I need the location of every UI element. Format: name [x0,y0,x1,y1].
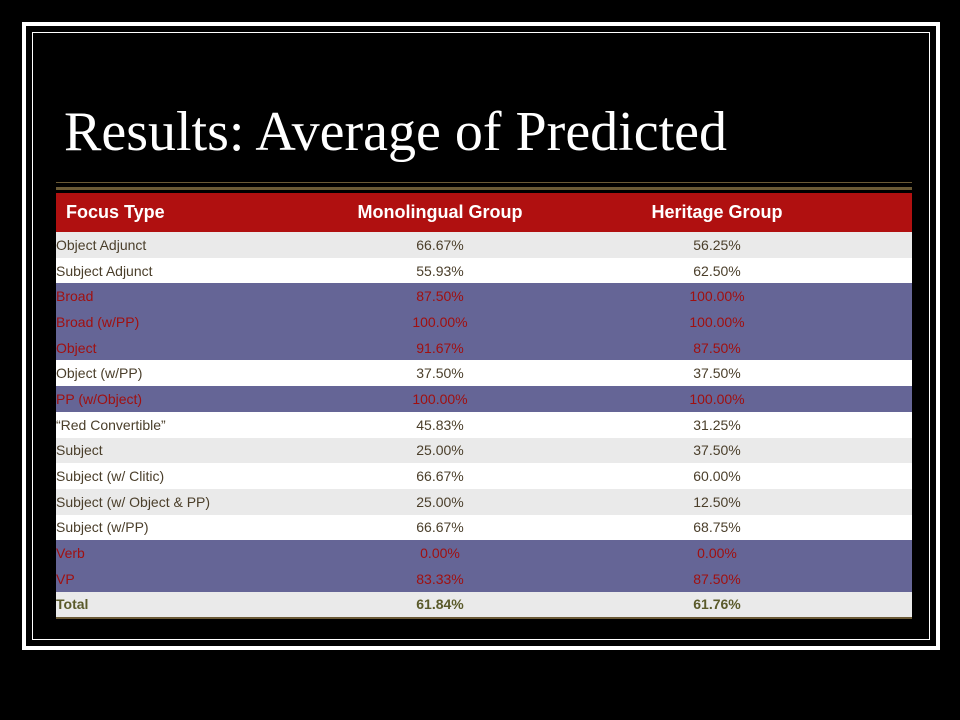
focus-type-cell: Total [56,591,308,618]
focus-type-cell: Subject (w/ Object & PP) [56,488,308,515]
monolingual-cell: 37.50% [308,360,572,387]
heritage-cell: 31.25% [572,411,862,438]
table-row: “Red Convertible” 45.83% 31.25% [56,411,912,438]
results-table: Focus Type Monolingual Group Heritage Gr… [56,193,912,618]
table-row: Broad (w/PP) 100.00% 100.00% [56,309,912,335]
focus-type-cell: “Red Convertible” [56,411,308,438]
title-rule-thick [56,187,912,190]
table-body: Object Adjunct 66.67% 56.25% Subject Adjunc… [56,232,912,618]
row-spacer-cell [862,334,912,361]
focus-type-cell: Subject Adjunct [56,257,308,284]
table-row: Subject (w/PP) 66.67% 68.75% [56,514,912,541]
monolingual-cell: 87.50% [308,283,572,310]
header-focus-type: Focus Type [56,193,308,232]
table-row: Object Adjunct 66.67% 56.25% [56,232,912,258]
row-spacer-cell [862,437,912,464]
monolingual-cell: 66.67% [308,232,572,258]
slide-inner-border [32,32,930,640]
header-spacer [862,193,912,232]
table-row: Total 61.84% 61.76% [56,591,912,618]
slide-title: Results: Average of Predicted [64,101,728,163]
monolingual-cell: 45.83% [308,411,572,438]
focus-type-cell: Subject [56,437,308,464]
focus-type-cell: Object [56,334,308,361]
focus-type-cell: Object (w/PP) [56,360,308,387]
monolingual-cell: 83.33% [308,565,572,592]
row-spacer-cell [862,565,912,592]
heritage-cell: 61.76% [572,591,862,618]
heritage-cell: 100.00% [572,283,862,310]
table-bottom-rule [56,617,912,619]
focus-type-cell: Subject (w/PP) [56,514,308,541]
header-monolingual-group: Monolingual Group [308,193,572,232]
table-row: Subject 25.00% 37.50% [56,437,912,464]
monolingual-cell: 100.00% [308,386,572,412]
header-heritage-group: Heritage Group [572,193,862,232]
table-header-row: Focus Type Monolingual Group Heritage Gr… [56,193,912,232]
heritage-cell: 12.50% [572,488,862,515]
monolingual-cell: 100.00% [308,309,572,335]
focus-type-cell: Subject (w/ Clitic) [56,463,308,489]
table-row: Verb 0.00% 0.00% [56,540,912,566]
monolingual-cell: 25.00% [308,488,572,515]
title-rule-thin [56,182,912,183]
focus-type-cell: VP [56,565,308,592]
table-row: Object 91.67% 87.50% [56,334,912,361]
heritage-cell: 0.00% [572,540,862,566]
heritage-cell: 62.50% [572,257,862,284]
table-row: Subject (w/ Clitic) 66.67% 60.00% [56,463,912,489]
focus-type-cell: PP (w/Object) [56,386,308,412]
heritage-cell: 87.50% [572,565,862,592]
slide-outer-border [22,22,940,650]
heritage-cell: 68.75% [572,514,862,541]
row-spacer-cell [862,309,912,335]
heritage-cell: 56.25% [572,232,862,258]
focus-type-cell: Broad (w/PP) [56,309,308,335]
row-spacer-cell [862,514,912,541]
monolingual-cell: 61.84% [308,591,572,618]
monolingual-cell: 66.67% [308,463,572,489]
table-row: Subject (w/ Object & PP) 25.00% 12.50% [56,488,912,515]
table-row: Subject Adjunct 55.93% 62.50% [56,257,912,284]
table-row: Object (w/PP) 37.50% 37.50% [56,360,912,387]
table-row: VP 83.33% 87.50% [56,565,912,592]
row-spacer-cell [862,386,912,412]
heritage-cell: 37.50% [572,360,862,387]
monolingual-cell: 91.67% [308,334,572,361]
focus-type-cell: Object Adjunct [56,232,308,258]
row-spacer-cell [862,283,912,310]
row-spacer-cell [862,257,912,284]
row-spacer-cell [862,591,912,618]
heritage-cell: 87.50% [572,334,862,361]
heritage-cell: 100.00% [572,309,862,335]
monolingual-cell: 66.67% [308,514,572,541]
table-row: PP (w/Object) 100.00% 100.00% [56,386,912,412]
heritage-cell: 37.50% [572,437,862,464]
row-spacer-cell [862,488,912,515]
row-spacer-cell [862,411,912,438]
row-spacer-cell [862,463,912,489]
row-spacer-cell [862,232,912,258]
focus-type-cell: Broad [56,283,308,310]
table-row: Broad 87.50% 100.00% [56,283,912,310]
monolingual-cell: 25.00% [308,437,572,464]
monolingual-cell: 55.93% [308,257,572,284]
heritage-cell: 100.00% [572,386,862,412]
monolingual-cell: 0.00% [308,540,572,566]
heritage-cell: 60.00% [572,463,862,489]
row-spacer-cell [862,540,912,566]
focus-type-cell: Verb [56,540,308,566]
row-spacer-cell [862,360,912,387]
